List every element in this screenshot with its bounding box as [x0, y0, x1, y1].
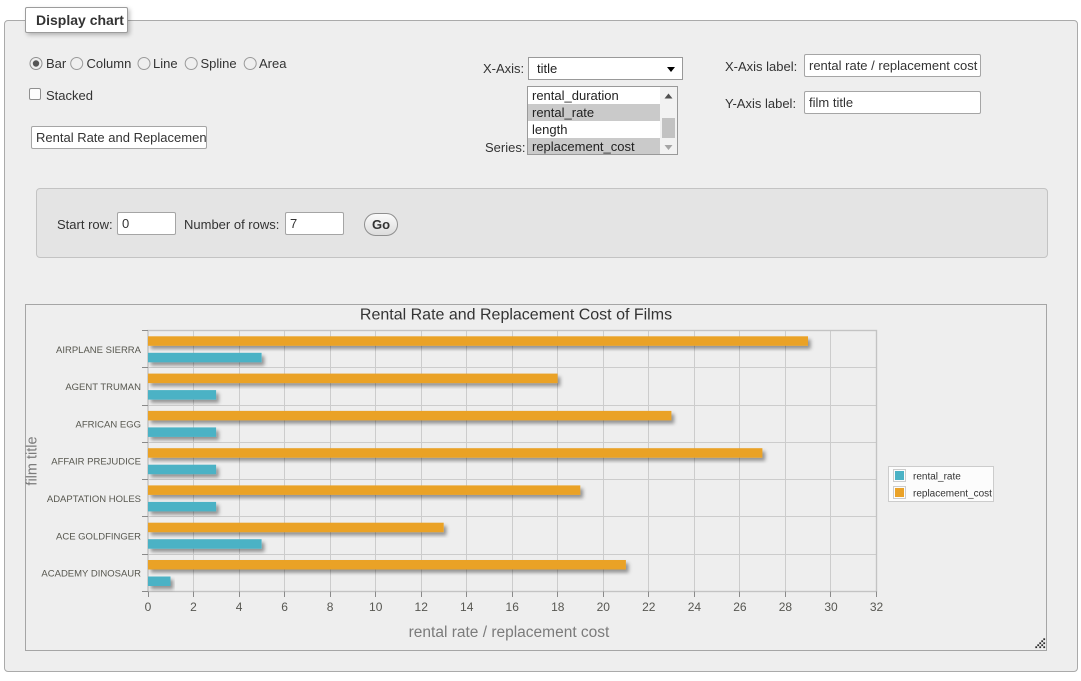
svg-text:2: 2	[190, 600, 197, 614]
svg-text:replacement_cost: replacement_cost	[913, 489, 992, 500]
svg-text:Rental Rate and Replacement Co: Rental Rate and Replacement Cost of Film…	[360, 307, 672, 324]
svg-text:ACADEMY DINOSAUR: ACADEMY DINOSAUR	[41, 569, 141, 580]
svg-text:26: 26	[733, 600, 747, 614]
svg-text:4: 4	[236, 600, 243, 614]
svg-text:AFFAIR PREJUDICE: AFFAIR PREJUDICE	[51, 457, 141, 468]
svg-text:30: 30	[824, 600, 838, 614]
svg-text:6: 6	[281, 600, 288, 614]
svg-text:AIRPLANE SIERRA: AIRPLANE SIERRA	[56, 345, 142, 356]
svg-text:14: 14	[460, 600, 474, 614]
svg-text:20: 20	[597, 600, 611, 614]
svg-text:rental rate / replacement cost: rental rate / replacement cost	[409, 624, 610, 641]
svg-text:12: 12	[415, 600, 429, 614]
svg-text:rental_rate: rental_rate	[913, 472, 961, 483]
svg-text:18: 18	[551, 600, 565, 614]
svg-text:ACE GOLDFINGER: ACE GOLDFINGER	[56, 531, 141, 542]
svg-text:32: 32	[870, 600, 884, 614]
svg-text:0: 0	[145, 600, 152, 614]
svg-text:24: 24	[688, 600, 702, 614]
svg-text:22: 22	[642, 600, 656, 614]
svg-text:AFRICAN EGG: AFRICAN EGG	[76, 419, 141, 430]
svg-text:28: 28	[779, 600, 793, 614]
svg-text:16: 16	[506, 600, 520, 614]
svg-text:10: 10	[369, 600, 383, 614]
svg-text:8: 8	[327, 600, 334, 614]
svg-text:film title: film title	[25, 436, 41, 485]
svg-text:AGENT TRUMAN: AGENT TRUMAN	[65, 382, 141, 393]
svg-text:ADAPTATION HOLES: ADAPTATION HOLES	[47, 494, 141, 505]
